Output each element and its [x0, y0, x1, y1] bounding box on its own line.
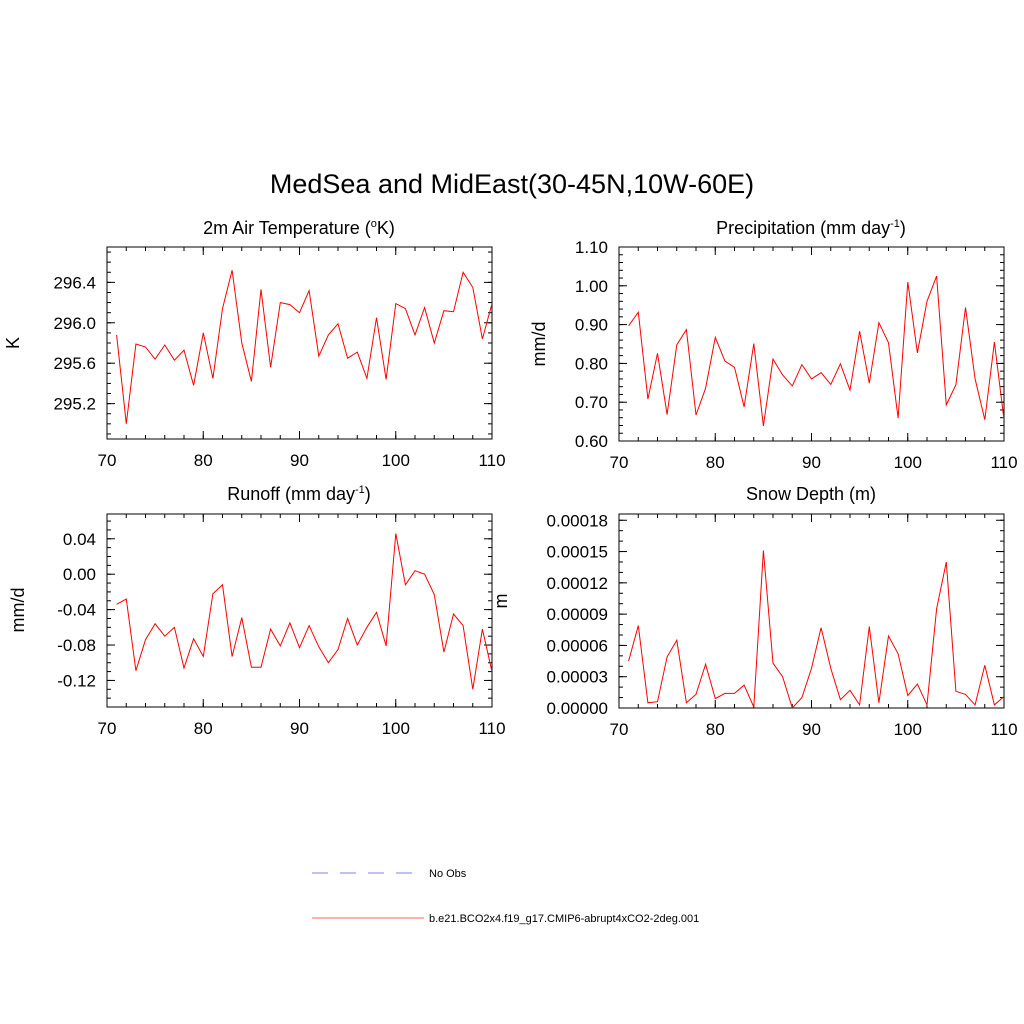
series-line-model-run	[628, 275, 1004, 426]
x-tick-label: 90	[290, 451, 309, 470]
y-tick-label: 0.00	[63, 565, 96, 584]
x-tick-label: 100	[382, 451, 410, 470]
y-tick-label: 0.00009	[547, 605, 608, 624]
legend-label-no-obs: No Obs	[429, 868, 467, 880]
x-tick-label: 100	[894, 720, 922, 739]
x-tick-label: 110	[478, 451, 505, 470]
y-axis-label: mm/d	[8, 588, 28, 633]
x-tick-label: 80	[706, 720, 725, 739]
y-tick-label: -0.08	[57, 636, 96, 655]
y-tick-label: 296.4	[53, 273, 96, 292]
y-tick-label: 0.04	[63, 530, 96, 549]
panel-title: Snow Depth (m)	[746, 484, 876, 504]
y-axis-label: m	[491, 594, 511, 609]
x-tick-label: 70	[98, 451, 117, 470]
chart-panel-runoff: Runoff (mm day-1) mm/d 70 80 90 100 110 -0.12…	[8, 484, 506, 738]
y-tick-label: 0.00006	[547, 636, 608, 655]
x-tick-label: 80	[194, 719, 213, 738]
series-line-model-run	[628, 550, 1004, 708]
legend-label-model-run: b.e21.BCO2x4.f19_g17.CMIP6-abrupt4xCO2-2…	[429, 913, 699, 925]
y-tick-label: 295.2	[53, 395, 96, 414]
x-tick-label: 110	[478, 719, 505, 738]
y-axis-label: K	[3, 337, 23, 349]
x-tick-label: 110	[990, 720, 1017, 739]
x-tick-label: 100	[894, 453, 922, 472]
x-tick-label: 90	[802, 453, 821, 472]
y-tick-label: -0.04	[57, 601, 96, 620]
x-tick-label: 80	[194, 451, 213, 470]
y-tick-label: 0.70	[575, 393, 608, 412]
panel-title: 2m Air Temperature (oK)	[203, 218, 395, 238]
x-tick-label: 90	[802, 720, 821, 739]
chart-panel-snow-depth: Snow Depth (m) m 70 80 90 100 110 0.00000 0.00…	[491, 484, 1018, 739]
y-tick-label: 0.00003	[547, 668, 608, 687]
y-tick-label: 0.60	[575, 432, 608, 451]
x-tick-label: 90	[290, 719, 309, 738]
y-tick-label: -0.12	[57, 671, 96, 690]
y-tick-label: 1.10	[575, 238, 608, 257]
x-tick-label: 70	[610, 453, 629, 472]
figure-title: MedSea and MidEast(30-45N,10W-60E)	[270, 169, 754, 199]
series-line-model-run	[116, 270, 492, 424]
y-tick-label: 296.0	[53, 314, 96, 333]
y-tick-label: 295.6	[53, 354, 96, 373]
x-tick-label: 70	[98, 719, 117, 738]
y-tick-label: 0.90	[575, 316, 608, 335]
x-tick-label: 100	[382, 719, 410, 738]
x-tick-label: 80	[706, 453, 725, 472]
plot-frame	[106, 513, 493, 708]
panel-title: Precipitation (mm day-1)	[716, 218, 906, 238]
y-tick-label: 0.00018	[547, 511, 608, 530]
y-axis-label: mm/d	[529, 322, 549, 367]
series-line-model-run	[116, 533, 492, 690]
chart-panel-precipitation: Precipitation (mm day-1) mm/d 70 80 90 100 1…	[529, 218, 1018, 472]
panel-title: Runoff (mm day-1)	[227, 484, 371, 504]
y-tick-label: 0.00000	[547, 699, 608, 718]
plot-frame	[618, 513, 1005, 709]
y-tick-label: 1.00	[575, 277, 608, 296]
x-tick-label: 70	[610, 720, 629, 739]
y-tick-label: 0.00012	[547, 574, 608, 593]
x-tick-label: 110	[990, 453, 1017, 472]
y-tick-label: 0.80	[575, 354, 608, 373]
chart-panel-air-temperature: 2m Air Temperature (oK) K 70 80 90 100 110 29…	[3, 218, 506, 470]
y-tick-label: 0.00015	[547, 543, 608, 562]
legend: No Obs b.e21.BCO2x4.f19_g17.CMIP6-abrupt…	[312, 868, 699, 925]
